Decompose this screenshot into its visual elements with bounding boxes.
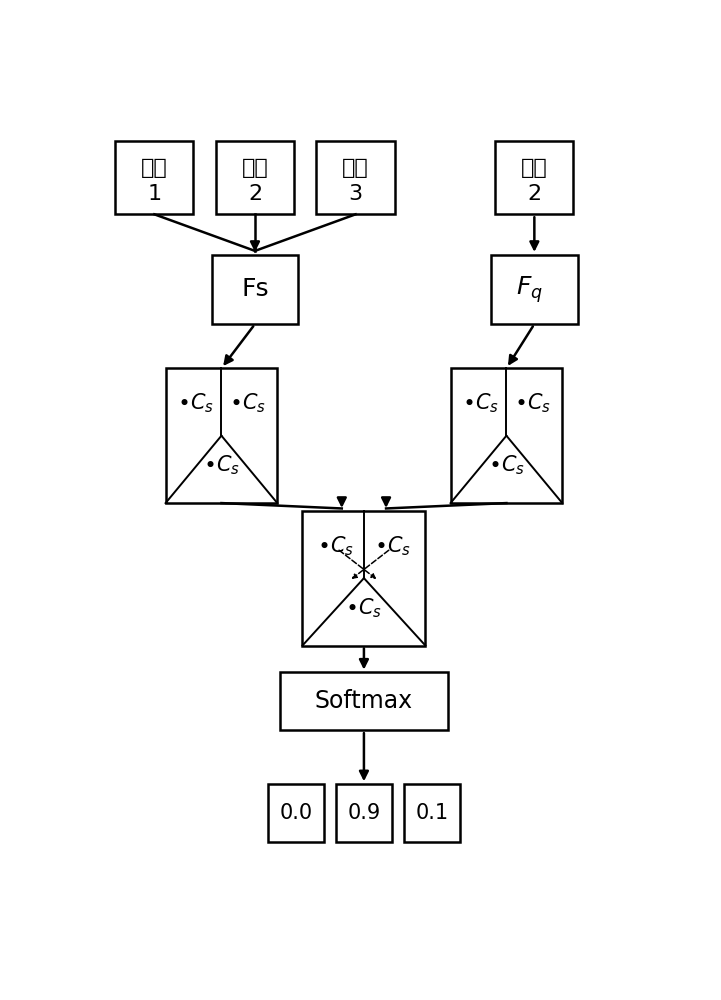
Text: $\bullet C_s$: $\bullet C_s$ <box>229 392 265 415</box>
Text: $\bullet C_s$: $\bullet C_s$ <box>203 454 240 477</box>
Bar <box>216 141 294 214</box>
Text: $\bullet C_s$: $\bullet C_s$ <box>177 392 214 415</box>
Bar <box>336 784 392 842</box>
Text: Fs: Fs <box>241 277 269 301</box>
Text: 2: 2 <box>527 184 541 204</box>
Bar <box>317 141 394 214</box>
Bar <box>451 368 562 503</box>
Text: 样本: 样本 <box>521 158 548 178</box>
Bar <box>166 368 278 503</box>
Text: $\bullet C_s$: $\bullet C_s$ <box>488 454 525 477</box>
Text: 样本: 样本 <box>141 158 168 178</box>
Text: 2: 2 <box>248 184 262 204</box>
Bar <box>267 784 324 842</box>
Text: 1: 1 <box>147 184 162 204</box>
Text: $\bullet C_s$: $\bullet C_s$ <box>513 392 551 415</box>
Text: 样本: 样本 <box>242 158 268 178</box>
Text: $F_q$: $F_q$ <box>516 274 544 305</box>
Text: $\bullet C_s$: $\bullet C_s$ <box>345 596 382 620</box>
Text: 0.0: 0.0 <box>279 803 312 823</box>
Text: $\bullet C_s$: $\bullet C_s$ <box>317 534 354 558</box>
Bar <box>491 255 578 324</box>
Text: 样本: 样本 <box>342 158 369 178</box>
Text: Softmax: Softmax <box>315 689 413 713</box>
Bar <box>404 784 460 842</box>
Bar <box>115 141 193 214</box>
Text: $\bullet C_s$: $\bullet C_s$ <box>373 534 411 558</box>
Text: 3: 3 <box>348 184 363 204</box>
Text: $\bullet C_s$: $\bullet C_s$ <box>462 392 499 415</box>
Text: 0.9: 0.9 <box>348 803 381 823</box>
Text: 0.1: 0.1 <box>415 803 448 823</box>
Bar <box>303 511 425 646</box>
Bar <box>212 255 298 324</box>
Bar <box>495 141 573 214</box>
Bar <box>280 672 448 730</box>
